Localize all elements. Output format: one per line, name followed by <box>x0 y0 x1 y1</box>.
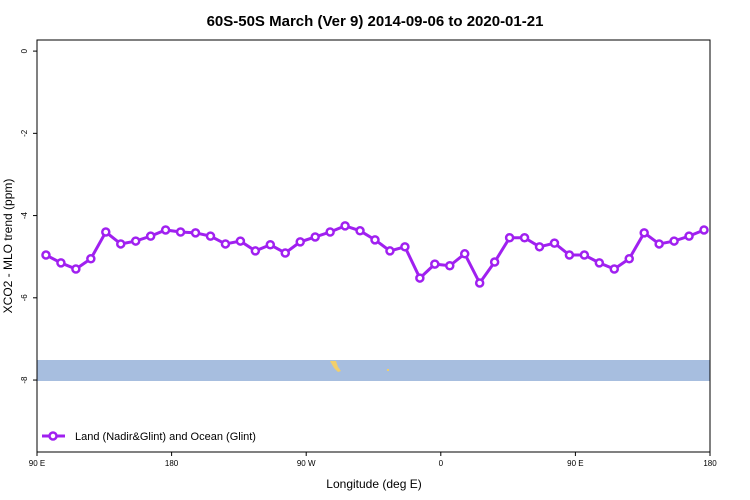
point <box>654 239 664 249</box>
point <box>250 246 261 256</box>
point <box>415 273 425 283</box>
point <box>280 248 291 258</box>
point <box>56 258 66 268</box>
point <box>340 221 350 231</box>
point <box>41 250 51 260</box>
x-tick-label: 90 E <box>29 459 45 468</box>
x-tick-label: 0 <box>439 459 444 468</box>
point <box>624 253 634 264</box>
y-axis-label: XCO2 - MLO trend (ppm) <box>1 179 15 314</box>
point <box>190 228 201 238</box>
x-tick-label: 180 <box>703 459 717 468</box>
land-patch <box>330 361 341 372</box>
point <box>385 246 395 256</box>
point <box>160 225 171 235</box>
point <box>325 227 335 237</box>
point <box>564 250 575 260</box>
x-axis-label: Longitude (deg E) <box>326 477 421 491</box>
point <box>549 238 560 248</box>
y-tick-label: -2 <box>20 129 29 137</box>
plot-frame <box>36 39 711 453</box>
point <box>86 253 96 264</box>
y-tick-label: -6 <box>20 294 29 302</box>
x-tick-label: 180 <box>165 459 179 468</box>
point <box>235 236 246 246</box>
point <box>489 257 500 267</box>
legend-marker <box>48 431 58 441</box>
point <box>669 236 679 246</box>
point <box>370 235 380 245</box>
point <box>430 259 440 269</box>
point <box>400 242 410 252</box>
point <box>145 231 156 241</box>
y-tick-label: -4 <box>20 211 29 219</box>
point <box>609 264 620 274</box>
point <box>71 264 81 274</box>
point <box>355 226 365 236</box>
point <box>534 242 545 252</box>
point <box>220 239 231 249</box>
x-tick-label: 90 W <box>297 459 316 468</box>
chart-title: 60S-50S March (Ver 9) 2014-09-06 to 2020… <box>207 13 544 30</box>
series-line <box>45 224 705 286</box>
y-tick-label: 0 <box>20 48 29 53</box>
point <box>474 278 485 288</box>
point <box>519 233 530 243</box>
point <box>130 236 141 246</box>
land-patch <box>387 369 389 371</box>
point <box>116 239 126 249</box>
point <box>504 233 515 243</box>
point <box>594 258 605 268</box>
point <box>265 240 276 250</box>
point <box>579 250 590 260</box>
y-tick-label: -8 <box>20 376 29 384</box>
point <box>445 260 455 271</box>
point <box>205 231 216 241</box>
point <box>459 249 470 259</box>
point <box>684 231 694 241</box>
map-strip <box>37 360 710 381</box>
point <box>101 227 111 237</box>
legend-label: Land (Nadir&Glint) and Ocean (Glint) <box>75 431 256 443</box>
point <box>295 237 305 247</box>
point <box>175 227 186 237</box>
point <box>699 225 709 235</box>
point <box>639 228 649 238</box>
point <box>310 232 320 242</box>
x-tick-label: 90 E <box>567 459 583 468</box>
